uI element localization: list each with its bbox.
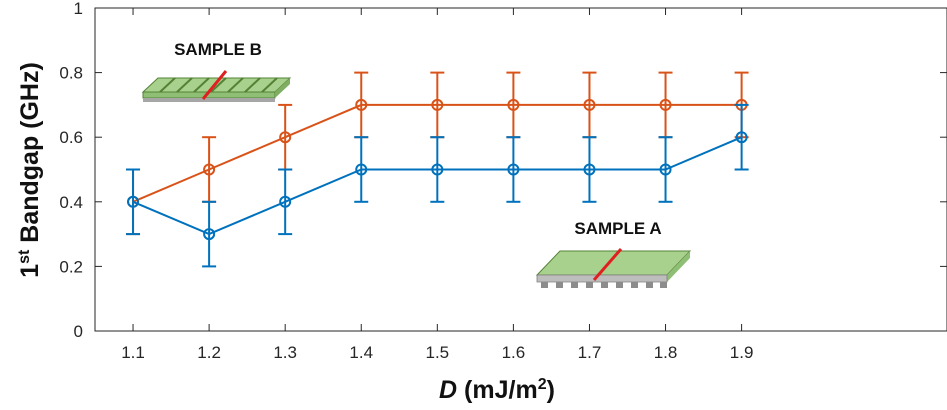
sample-a-label: SAMPLE A [574, 219, 661, 238]
data-point [659, 98, 672, 111]
data-point [203, 228, 216, 241]
sample-b-illustration [141, 70, 292, 102]
series-sample_a [126, 103, 749, 268]
data-point [431, 98, 444, 111]
x-tick-label: 1.6 [502, 343, 526, 362]
data-point [355, 163, 368, 176]
x-tick-label: 1.7 [578, 343, 602, 362]
x-tick-label: 1.2 [197, 343, 221, 362]
plot-frame [94, 7, 947, 332]
x-tick-label: 1.4 [349, 343, 373, 362]
data-point [279, 131, 292, 144]
x-tick-label: 1.1 [121, 343, 145, 362]
y-axis-title: 1st Bandgap (GHz) [16, 62, 44, 278]
data-point [127, 195, 140, 208]
x-axis-title: D (mJ/m2) [439, 376, 555, 404]
x-tick-label: 1.5 [426, 343, 450, 362]
y-tick-label: 0.8 [59, 64, 83, 83]
series-line [132, 103, 742, 203]
data-point [507, 163, 520, 176]
y-tick-label: 0.4 [59, 193, 83, 212]
data-point [279, 195, 292, 208]
data-point [203, 163, 216, 176]
data-point [431, 163, 444, 176]
data-point [583, 163, 596, 176]
y-tick-label: 0.2 [59, 257, 83, 276]
data-point [583, 98, 596, 111]
sample-a-inset: SAMPLE A [535, 219, 692, 288]
x-axis-ticks: 1.1 1.2 1.3 1.4 1.5 1.6 1.7 1.8 1.9 [121, 8, 753, 362]
sample-a-illustration [535, 248, 692, 288]
sample-b-inset: SAMPLE B [141, 40, 292, 102]
series-layer [126, 71, 749, 268]
y-tick-label: 1 [74, 0, 83, 18]
data-point [507, 98, 520, 111]
sample-b-label: SAMPLE B [174, 40, 262, 59]
y-axis-ticks: 0 0.2 0.4 0.6 0.8 1 [59, 0, 947, 341]
y-tick-label: 0.6 [59, 128, 83, 147]
series-line [132, 136, 742, 236]
data-point [659, 163, 672, 176]
data-point [355, 98, 368, 111]
x-tick-label: 1.9 [730, 343, 754, 362]
data-point [735, 131, 748, 144]
x-tick-label: 1.3 [273, 343, 297, 362]
x-tick-label: 1.8 [654, 343, 678, 362]
y-tick-label: 0 [74, 322, 83, 341]
